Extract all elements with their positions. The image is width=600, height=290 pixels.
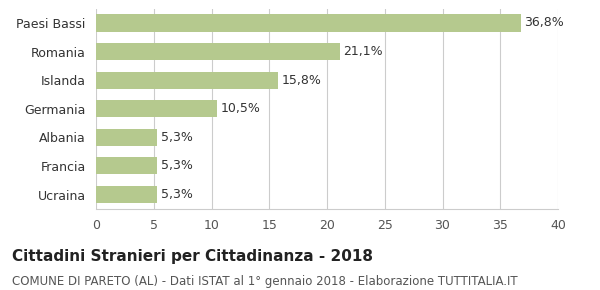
Bar bbox=[96, 100, 217, 117]
Text: 5,3%: 5,3% bbox=[161, 188, 193, 201]
Text: 21,1%: 21,1% bbox=[343, 45, 383, 58]
Text: Cittadini Stranieri per Cittadinanza - 2018: Cittadini Stranieri per Cittadinanza - 2… bbox=[12, 249, 373, 264]
Bar bbox=[96, 72, 278, 89]
Text: COMUNE DI PARETO (AL) - Dati ISTAT al 1° gennaio 2018 - Elaborazione TUTTITALIA.: COMUNE DI PARETO (AL) - Dati ISTAT al 1°… bbox=[12, 276, 518, 289]
Bar bbox=[96, 14, 521, 32]
Bar bbox=[96, 129, 157, 146]
Text: 5,3%: 5,3% bbox=[161, 160, 193, 173]
Text: 36,8%: 36,8% bbox=[524, 17, 564, 30]
Bar bbox=[96, 186, 157, 203]
Bar bbox=[96, 157, 157, 175]
Text: 5,3%: 5,3% bbox=[161, 131, 193, 144]
Bar bbox=[96, 43, 340, 60]
Text: 10,5%: 10,5% bbox=[221, 102, 260, 115]
Text: 15,8%: 15,8% bbox=[282, 74, 322, 87]
